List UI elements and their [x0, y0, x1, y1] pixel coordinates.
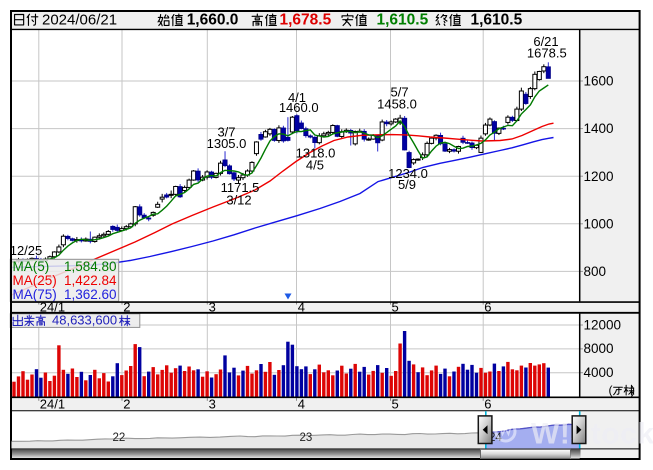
svg-text:2024/06/21: 2024/06/21 [42, 11, 117, 28]
svg-text:2: 2 [123, 396, 130, 411]
svg-text:1318.0: 1318.0 [296, 146, 336, 161]
svg-text:1,660.0: 1,660.0 [187, 12, 239, 29]
svg-text:23: 23 [300, 432, 313, 444]
svg-text:1,362.60: 1,362.60 [64, 287, 117, 302]
svg-text:800: 800 [584, 264, 607, 279]
svg-text:MA(5): MA(5) [13, 259, 50, 274]
svg-text:4: 4 [298, 396, 305, 411]
svg-text:4000: 4000 [584, 365, 614, 380]
svg-text:1600: 1600 [584, 74, 614, 89]
svg-text:1458.0: 1458.0 [377, 97, 417, 112]
svg-text:48,633,600: 48,633,600 [52, 313, 117, 328]
svg-text:5: 5 [392, 396, 399, 411]
svg-text:2: 2 [123, 299, 130, 314]
svg-text:6: 6 [484, 396, 491, 411]
svg-text:(: ( [609, 383, 613, 397]
svg-text:1234.0: 1234.0 [388, 166, 428, 181]
svg-text:1305.0: 1305.0 [207, 136, 247, 151]
svg-text:3: 3 [209, 299, 216, 314]
svg-text:MA(75): MA(75) [13, 287, 57, 302]
svg-text:6/21: 6/21 [533, 34, 558, 49]
svg-text:1200: 1200 [584, 169, 614, 184]
svg-text:4/1: 4/1 [288, 90, 306, 105]
svg-text:1,610.5: 1,610.5 [377, 12, 429, 29]
svg-text:4/5: 4/5 [306, 157, 324, 172]
svg-text:3/7: 3/7 [217, 125, 235, 140]
svg-text:24/1: 24/1 [40, 299, 65, 314]
svg-text:MA(25): MA(25) [13, 273, 57, 288]
svg-text:): ) [631, 383, 635, 397]
svg-text:12000: 12000 [584, 317, 622, 332]
svg-text:6: 6 [484, 299, 491, 314]
svg-text:1,422.84: 1,422.84 [64, 273, 117, 288]
svg-text:1,678.5: 1,678.5 [280, 12, 332, 29]
svg-text:5/9: 5/9 [398, 177, 416, 192]
svg-text:4: 4 [298, 299, 305, 314]
svg-text:1460.0: 1460.0 [279, 100, 319, 115]
svg-text:22: 22 [113, 432, 126, 444]
svg-text:1000: 1000 [584, 216, 614, 231]
svg-text:12/25: 12/25 [10, 243, 43, 258]
svg-text:1171.5: 1171.5 [221, 180, 260, 195]
svg-text:W!Stock: W!Stock [531, 418, 653, 451]
svg-text:5/7: 5/7 [391, 84, 409, 99]
svg-text:1678.5: 1678.5 [527, 46, 567, 61]
svg-text:8000: 8000 [584, 341, 614, 356]
svg-text:3: 3 [209, 396, 216, 411]
svg-text:1,584.80: 1,584.80 [64, 259, 117, 274]
svg-text:1,610.5: 1,610.5 [471, 12, 523, 29]
svg-text:5: 5 [392, 299, 399, 314]
svg-text:24/1: 24/1 [40, 396, 65, 411]
svg-text:3/12: 3/12 [226, 193, 251, 208]
svg-text:1400: 1400 [584, 121, 614, 136]
